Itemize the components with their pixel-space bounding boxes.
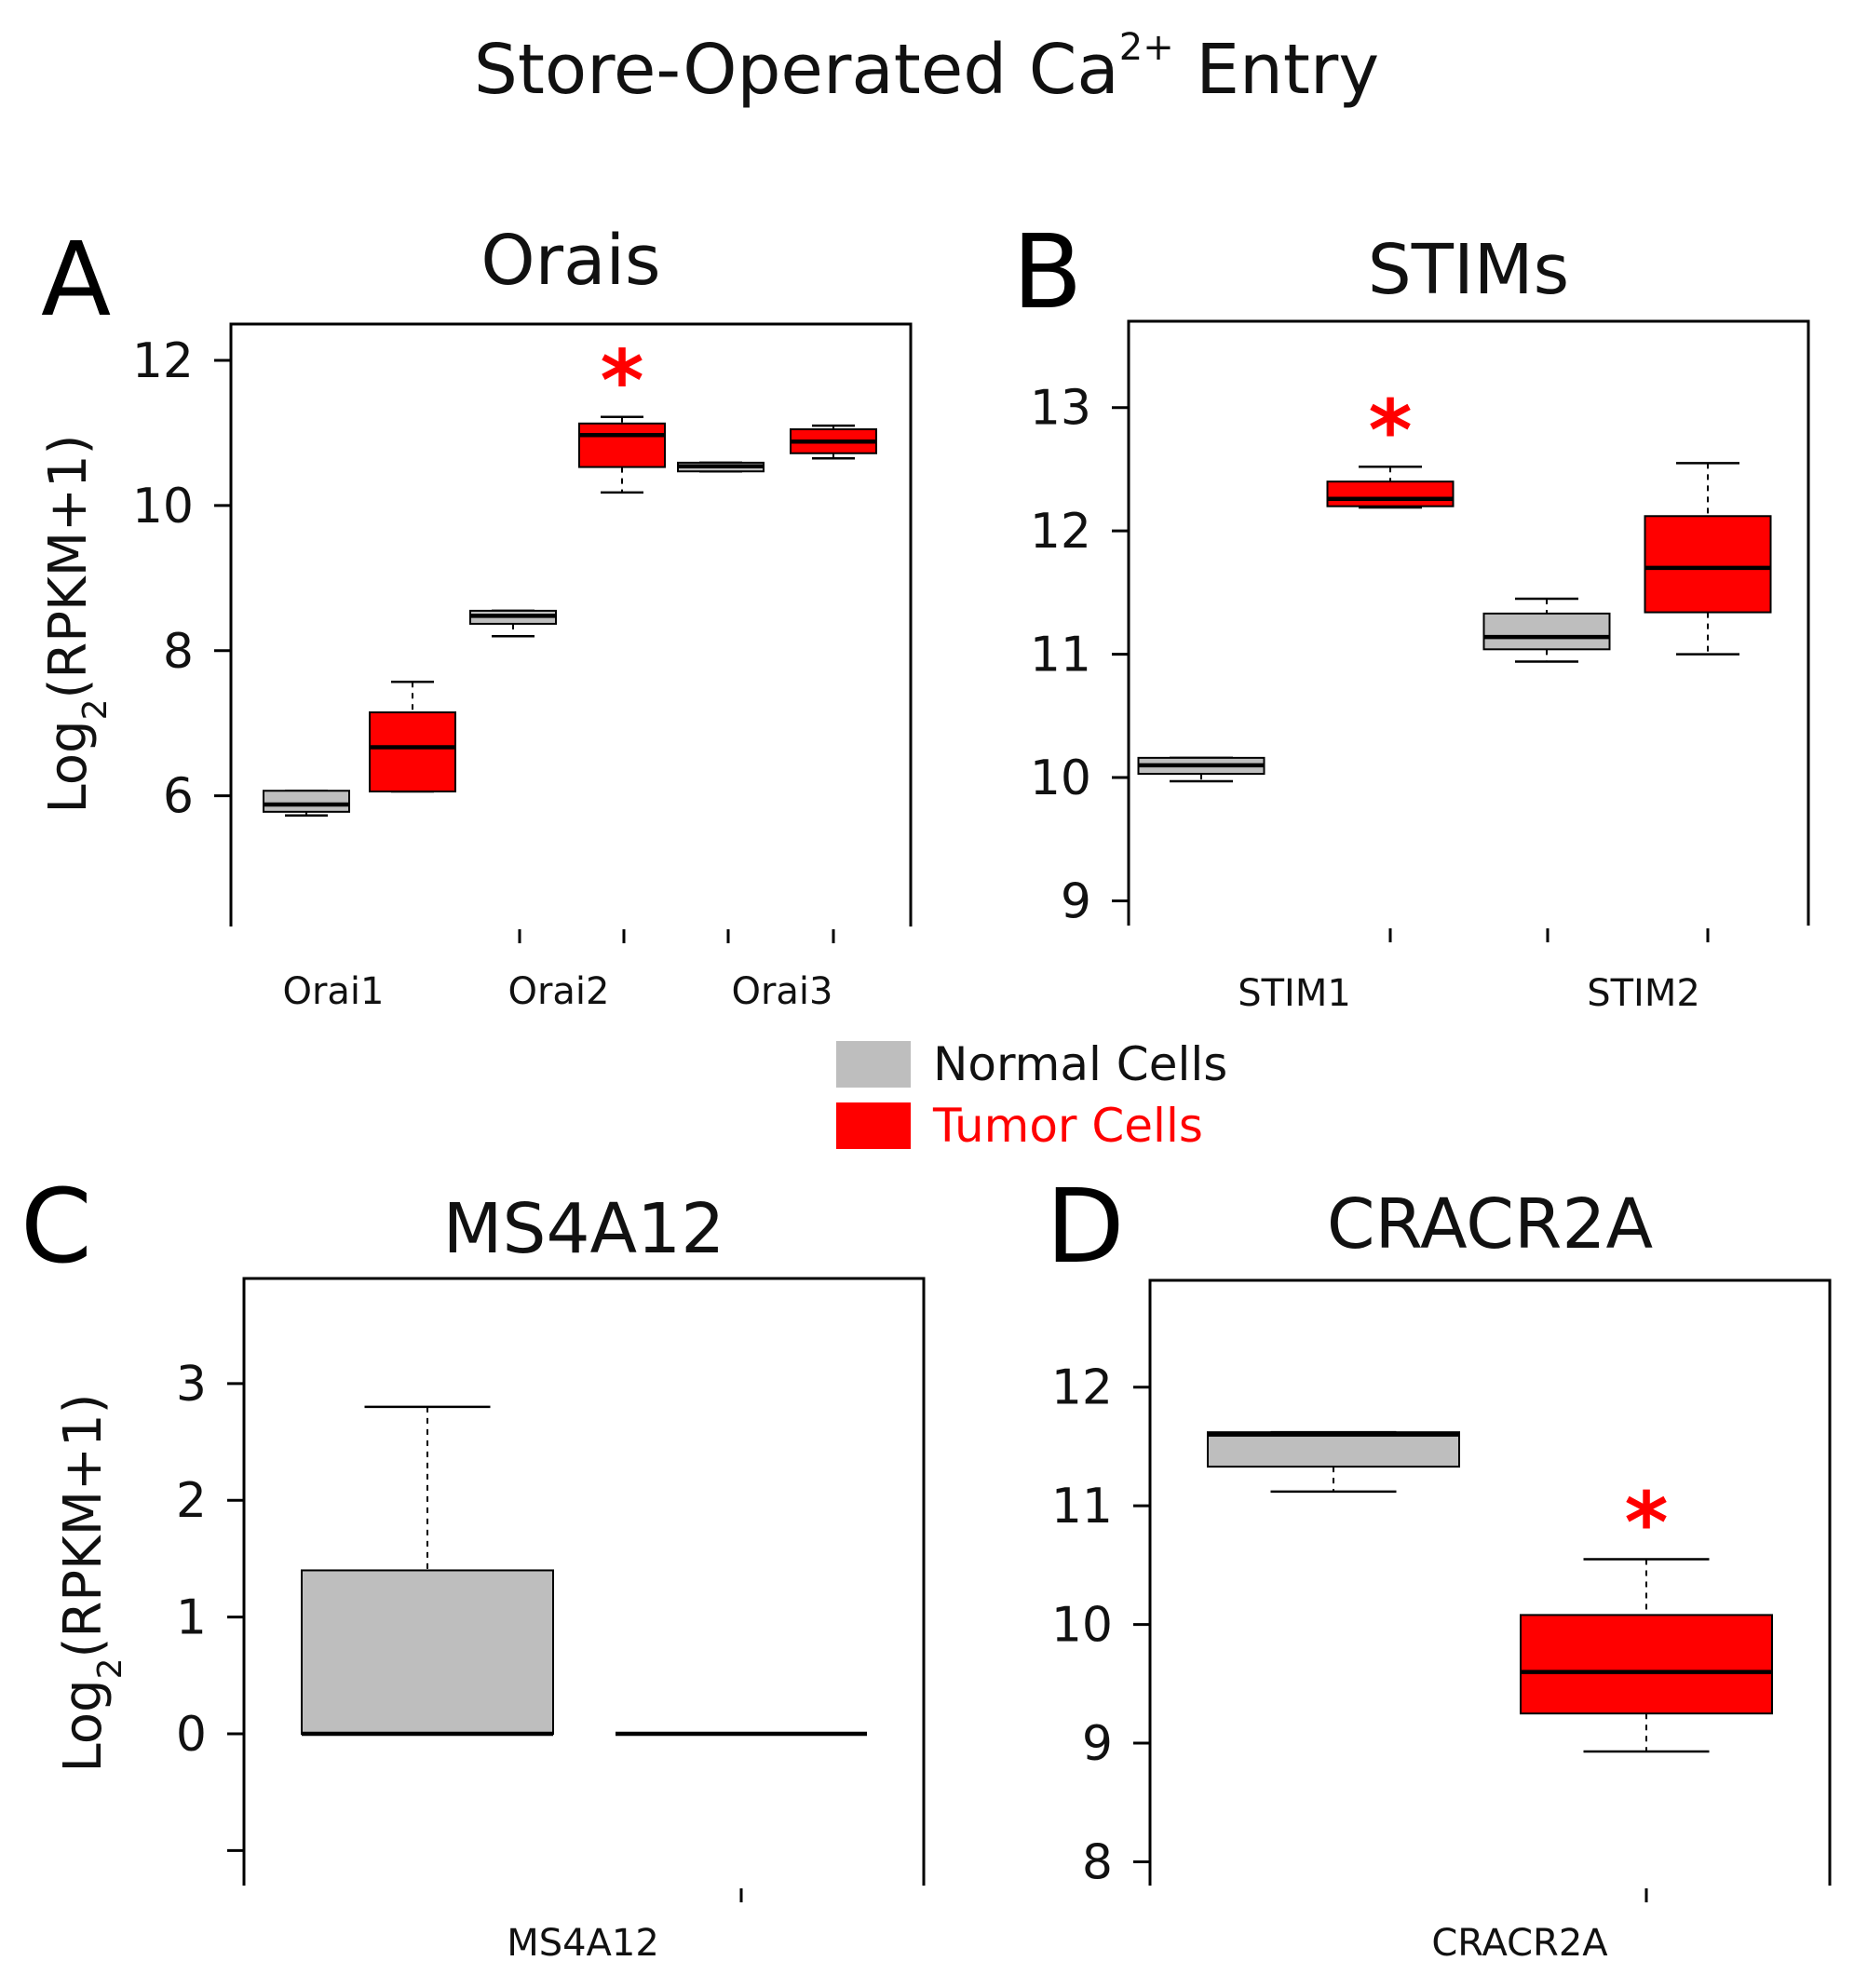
y-tick-label: 9 — [1061, 874, 1091, 930]
x-category-label: Orai3 — [731, 970, 832, 1013]
box-iqr — [578, 422, 666, 468]
plot-frame — [1148, 1278, 1832, 1886]
x-category-label: STIM2 — [1587, 972, 1700, 1015]
significance-star: * — [1368, 382, 1412, 480]
y-tick-label: 10 — [132, 479, 194, 534]
y-tick-label: 10 — [1030, 751, 1091, 806]
box-cracr2a-tumor: * — [1520, 1475, 1773, 1753]
plot-frame — [242, 1277, 926, 1886]
figure-title-main: Store-Operated Ca — [474, 30, 1119, 110]
significance-star: * — [1624, 1475, 1668, 1573]
y-axis-label-main: Log — [53, 1679, 114, 1772]
y-axis-label-suffix: (RPKM+1) — [38, 435, 99, 699]
box-stim2-tumor — [1644, 462, 1772, 656]
panel-a: A Orais 6 8 10 12 Orai1 Orai2 Orai3 Log2(RPKM+1) * — [38, 220, 913, 1013]
y-tick-label: 10 — [1051, 1598, 1113, 1654]
panel-title: CRACR2A — [1327, 1184, 1654, 1264]
y-tick-label: 3 — [176, 1357, 207, 1413]
y-tick-label: 12 — [1030, 504, 1091, 560]
box-orai2-tumor: * — [578, 332, 666, 494]
box-orai1-tumor — [369, 681, 456, 793]
y-tick-label: 1 — [176, 1590, 207, 1646]
legend-item-normal: Normal Cells — [836, 1034, 1227, 1095]
y-tick-label: 11 — [1030, 628, 1091, 683]
box-iqr — [1207, 1431, 1460, 1468]
panel-letter-c: C — [20, 1167, 92, 1286]
panel-letter-d: D — [1046, 1167, 1125, 1286]
box-orai2-normal — [469, 609, 557, 638]
legend: Normal Cells Tumor Cells — [836, 1034, 1227, 1156]
y-axis-label-subscript: 2 — [91, 1658, 129, 1680]
y-tick-label: 6 — [163, 769, 194, 825]
y-tick-label: 2 — [176, 1473, 207, 1529]
y-axis-label: Log2(RPKM+1) — [53, 1394, 129, 1773]
y-tick-label: 12 — [1051, 1360, 1113, 1416]
panel-title: STIMs — [1368, 230, 1569, 310]
x-category-label: MS4A12 — [507, 1922, 659, 1965]
y-tick-label: 12 — [132, 333, 194, 389]
y-axis-label-subscript: 2 — [76, 699, 115, 721]
box-iqr — [1482, 612, 1611, 651]
y-axis-label: Log2(RPKM+1) — [38, 435, 115, 814]
y-tick-label: 0 — [176, 1707, 207, 1763]
box-ms4a12-normal — [301, 1405, 554, 1737]
box-stim1-tumor: * — [1326, 382, 1455, 509]
panel-title: Orais — [480, 221, 660, 301]
box-orai3-tumor — [790, 424, 877, 460]
panel-b: B STIMs 9 10 11 12 13 STIM1 STIM2 * — [1012, 212, 1810, 1015]
box-stim2-normal — [1482, 597, 1611, 663]
y-tick-label: 11 — [1051, 1479, 1113, 1535]
y-tick-label: 9 — [1082, 1716, 1113, 1772]
plot-frame — [1127, 319, 1810, 926]
box-iqr — [1644, 515, 1772, 614]
legend-swatch-tumor — [836, 1102, 911, 1149]
panel-letter-b: B — [1012, 212, 1082, 331]
figure-title-superscript: 2+ — [1119, 26, 1174, 69]
x-category-label: CRACR2A — [1431, 1922, 1608, 1965]
x-category-label: STIM1 — [1238, 972, 1351, 1015]
y-tick-label: 13 — [1030, 381, 1091, 437]
box-orai3-normal — [677, 461, 765, 473]
x-category-label: Orai2 — [507, 970, 609, 1013]
box-iqr — [263, 790, 350, 813]
y-axis-label-suffix: (RPKM+1) — [53, 1394, 114, 1658]
y-tick-label: 8 — [163, 624, 194, 680]
y-tick-label: 8 — [1082, 1835, 1113, 1891]
box-iqr — [1326, 480, 1455, 507]
figure-title: Store-Operated Ca2+ Entry — [474, 26, 1379, 110]
legend-label-tumor: Tumor Cells — [933, 1099, 1203, 1153]
plot-frame — [229, 322, 913, 926]
box-iqr — [1520, 1614, 1773, 1715]
legend-item-tumor: Tumor Cells — [836, 1095, 1227, 1156]
figure-title-suffix: Entry — [1174, 30, 1379, 110]
panel-letter-a: A — [41, 220, 111, 339]
box-stim1-normal — [1137, 756, 1265, 783]
box-iqr — [369, 711, 456, 793]
legend-label-normal: Normal Cells — [933, 1037, 1228, 1091]
significance-star: * — [600, 332, 643, 430]
y-axis-label-main: Log — [38, 720, 99, 813]
panel-d: D CRACR2A 8 9 10 11 12 CRACR2A * — [1046, 1167, 1832, 1965]
legend-swatch-normal — [836, 1041, 911, 1088]
box-iqr — [301, 1569, 554, 1736]
box-cracr2a-normal — [1207, 1430, 1460, 1494]
panel-title: MS4A12 — [443, 1189, 725, 1269]
x-category-label: Orai1 — [282, 970, 384, 1013]
box-orai1-normal — [263, 789, 350, 817]
